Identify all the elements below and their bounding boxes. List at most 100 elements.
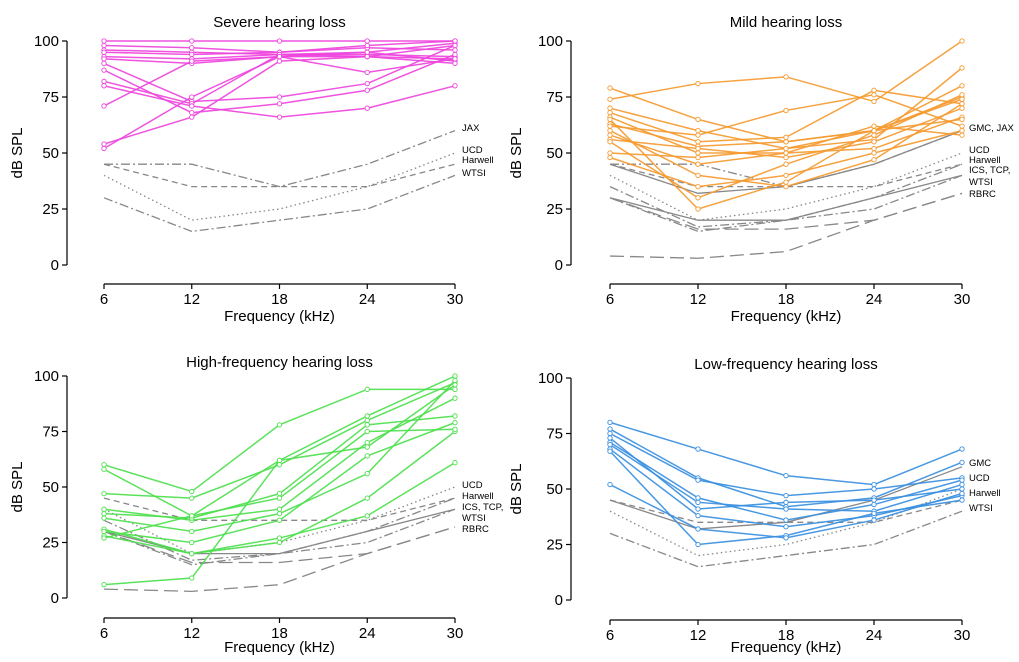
data-point [607, 110, 613, 116]
data-point [783, 473, 789, 479]
chart-title: Mild hearing loss [730, 14, 843, 31]
data-point [364, 428, 370, 435]
data-point [783, 535, 789, 541]
data-point [695, 183, 701, 190]
data-point [607, 127, 613, 134]
data-point [959, 132, 965, 138]
x-tick-label: 24 [866, 291, 883, 308]
data-point [276, 535, 283, 541]
data-point [695, 512, 701, 519]
data-point [452, 51, 458, 58]
reference-label: UCD [969, 145, 990, 156]
data-point [783, 172, 789, 179]
x-tick-label: 30 [447, 625, 464, 642]
data-point [276, 506, 283, 512]
reference-label: GMC [969, 458, 991, 469]
chart-title: High-frequency hearing loss [186, 354, 373, 371]
data-point [959, 65, 965, 71]
data-point [452, 419, 458, 426]
data-point [364, 422, 370, 428]
data-point [276, 58, 283, 64]
y-tick-label: 0 [51, 257, 59, 274]
data-point [959, 459, 965, 466]
data-point [364, 413, 370, 419]
data-point [189, 539, 195, 546]
data-point [101, 145, 107, 152]
x-tick-label: 18 [778, 291, 795, 308]
data-point [783, 161, 789, 167]
y-tick-label: 75 [42, 424, 59, 441]
data-point [959, 497, 965, 503]
data-point [452, 60, 458, 67]
data-point [364, 42, 370, 49]
data-point [452, 413, 458, 419]
panel-4: Low-frequency hearing loss 0 25 50 75 100 6 12 1… [508, 356, 1001, 656]
data-point [607, 426, 613, 432]
data-point [783, 183, 789, 190]
x-axis-label: Frequency (kHz) [224, 639, 335, 656]
reference-label: GMC, JAX [969, 123, 1015, 134]
reference-label: WTSI [969, 177, 993, 188]
data-point [364, 471, 370, 477]
data-point [695, 526, 701, 532]
reference-label: WTSI [462, 513, 486, 524]
y-tick-label: 25 [42, 201, 59, 218]
data-point [959, 446, 965, 452]
data-series-line [609, 40, 963, 103]
data-point [695, 161, 701, 167]
data-point [452, 377, 458, 384]
data-point [101, 56, 107, 62]
data-point [607, 430, 613, 437]
reference-label: UCD [969, 473, 990, 484]
data-point [364, 513, 370, 519]
data-point [101, 528, 107, 535]
data-point [607, 419, 613, 426]
data-point [189, 94, 195, 100]
data-point [364, 105, 370, 111]
y-tick-label: 100 [34, 33, 59, 50]
reference-label: ICS, TCP, [969, 165, 1010, 176]
reference-label: UCD [462, 480, 483, 491]
data-point [871, 501, 877, 508]
x-axis-label: Frequency (kHz) [731, 308, 842, 325]
x-tick-label: 30 [447, 291, 464, 308]
y-tick-label: 75 [42, 89, 59, 106]
data-point [871, 87, 877, 93]
chart-title: Low-frequency hearing loss [694, 356, 877, 373]
data-point [871, 92, 877, 98]
data-point [101, 42, 107, 49]
data-point [101, 582, 107, 588]
data-point [871, 123, 877, 129]
y-axis-label: dB SPL [9, 128, 26, 179]
data-point [959, 486, 965, 492]
data-point [607, 441, 613, 448]
data-point [276, 457, 283, 464]
data-point [101, 506, 107, 512]
reference-label: Harwell [969, 155, 1001, 166]
panel-1: Severe hearing loss 0 25 50 75 100 6 12 18 24 30 Fr… [9, 14, 494, 325]
data-point [607, 85, 613, 91]
data-point [695, 495, 701, 501]
x-axis-label: Frequency (kHz) [731, 639, 842, 656]
data-point [607, 96, 613, 102]
y-axis-label: dB SPL [9, 462, 26, 513]
reference-label: WTSI [462, 168, 486, 179]
data-point [607, 154, 613, 161]
data-point [452, 395, 458, 401]
data-point [783, 493, 789, 499]
data-point [276, 101, 283, 107]
data-point [189, 45, 195, 51]
reference-line-jax [104, 129, 456, 188]
data-point [452, 83, 458, 89]
x-tick-label: 18 [778, 627, 795, 644]
y-tick-label: 100 [538, 33, 563, 50]
data-point [783, 139, 789, 145]
data-point [871, 127, 877, 134]
data-point [189, 51, 195, 58]
reference-line-rbrc2 [609, 192, 963, 230]
reference-line-rbrc [609, 192, 963, 259]
data-point [364, 439, 370, 446]
x-tick-label: 30 [954, 627, 971, 644]
data-point [695, 541, 701, 548]
